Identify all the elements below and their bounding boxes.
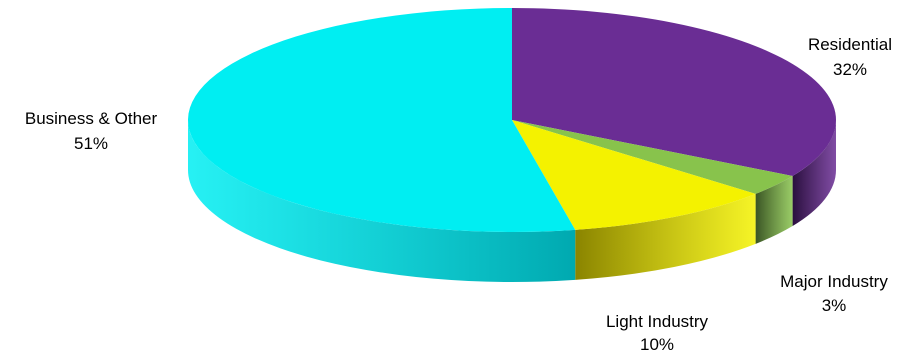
slice-pct-light-industry: 10%	[640, 335, 674, 354]
pie-side-residential	[792, 120, 836, 226]
pie-slice-light-industry	[512, 120, 756, 230]
label-light-industry: Light Industry 10%	[606, 312, 709, 354]
slice-pct-major-industry: 3%	[822, 296, 847, 315]
pie-tops	[188, 8, 836, 232]
slice-label-major-industry: Major Industry	[780, 272, 888, 291]
label-major-industry: Major Industry 3%	[780, 272, 888, 315]
pie-slice-residential	[512, 8, 836, 176]
slice-pct-business-other: 51%	[74, 134, 108, 153]
label-residential: Residential 32%	[808, 35, 892, 79]
slice-label-residential: Residential	[808, 35, 892, 54]
pie-side-light-industry	[575, 193, 756, 280]
slice-pct-residential: 32%	[833, 60, 867, 79]
slice-label-business-other: Business & Other	[25, 109, 158, 128]
slice-label-light-industry: Light Industry	[606, 312, 709, 331]
label-business-other: Business & Other 51%	[25, 109, 158, 153]
pie-side-major-industry	[755, 176, 793, 244]
pie-slice-business-other	[188, 8, 576, 232]
pie-sides	[187, 120, 836, 283]
pie-side-business-other	[187, 120, 576, 283]
pie-slice-major-industry	[512, 120, 793, 194]
